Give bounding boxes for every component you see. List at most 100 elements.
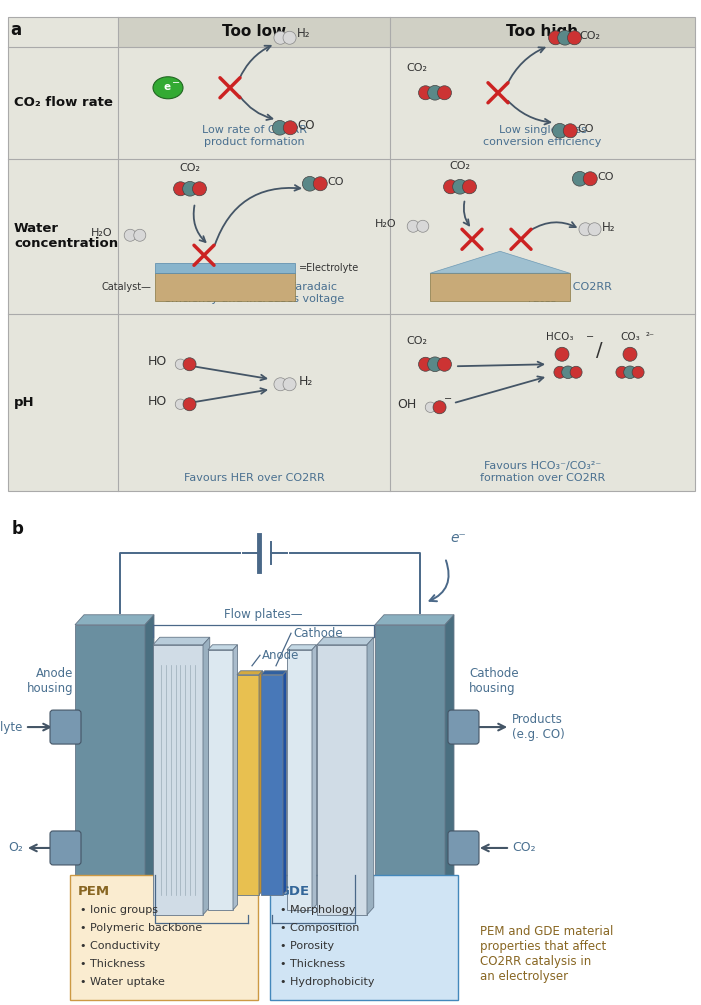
Bar <box>287 650 312 910</box>
Text: ²⁻: ²⁻ <box>646 333 655 343</box>
FancyBboxPatch shape <box>270 874 458 1000</box>
Bar <box>155 263 295 273</box>
Text: • Water uptake: • Water uptake <box>80 977 165 987</box>
Circle shape <box>274 31 287 44</box>
Text: HCO₃: HCO₃ <box>546 333 573 343</box>
Text: Too low: Too low <box>222 24 286 39</box>
Text: HO: HO <box>148 355 167 368</box>
Circle shape <box>274 378 287 391</box>
Circle shape <box>444 180 458 194</box>
FancyBboxPatch shape <box>70 874 258 1000</box>
Text: CO₂: CO₂ <box>512 841 536 854</box>
Text: e⁻: e⁻ <box>450 531 466 545</box>
Circle shape <box>623 348 637 361</box>
Text: −: − <box>444 394 452 404</box>
Text: CO₃: CO₃ <box>620 333 640 343</box>
Circle shape <box>563 124 577 138</box>
Text: CO₂: CO₂ <box>579 31 600 41</box>
Text: −: − <box>172 77 180 87</box>
Circle shape <box>313 177 327 191</box>
Polygon shape <box>445 615 454 935</box>
Text: OH: OH <box>397 398 417 411</box>
Circle shape <box>558 30 572 45</box>
Text: pH: pH <box>14 396 34 409</box>
Text: Products
(e.g. CO): Products (e.g. CO) <box>512 714 565 741</box>
Polygon shape <box>317 637 374 645</box>
Text: =Electrolyte: =Electrolyte <box>299 263 359 273</box>
Circle shape <box>632 366 644 378</box>
Circle shape <box>573 172 587 186</box>
Text: Flow plates—: Flow plates— <box>224 608 303 621</box>
Circle shape <box>407 220 419 232</box>
Circle shape <box>134 229 146 241</box>
Bar <box>237 674 259 894</box>
Circle shape <box>124 229 136 241</box>
Circle shape <box>579 223 592 236</box>
Text: e: e <box>164 81 171 91</box>
Text: CO: CO <box>597 172 613 182</box>
Circle shape <box>193 182 207 196</box>
Circle shape <box>437 85 451 99</box>
Text: • Polymeric backbone: • Polymeric backbone <box>80 923 203 933</box>
Bar <box>430 273 570 302</box>
Text: H₂: H₂ <box>602 221 615 234</box>
Bar <box>153 645 203 915</box>
Text: CO₂: CO₂ <box>449 161 470 171</box>
Circle shape <box>549 31 562 45</box>
Circle shape <box>175 359 186 370</box>
Text: −: − <box>586 333 594 343</box>
Polygon shape <box>233 645 238 910</box>
Text: Catalyst—: Catalyst— <box>101 282 151 292</box>
Circle shape <box>417 220 429 232</box>
Text: Low rate of CO2RR
product formation: Low rate of CO2RR product formation <box>201 126 306 147</box>
Circle shape <box>183 398 196 411</box>
Text: • Morphology: • Morphology <box>280 904 355 915</box>
Circle shape <box>433 401 446 414</box>
Text: CO: CO <box>577 124 594 134</box>
Text: CO₂: CO₂ <box>179 163 200 173</box>
FancyBboxPatch shape <box>448 831 479 865</box>
Text: Cathode
housing: Cathode housing <box>469 666 519 694</box>
Circle shape <box>175 399 186 409</box>
FancyBboxPatch shape <box>50 831 81 865</box>
Text: Anode
housing: Anode housing <box>27 666 73 694</box>
Circle shape <box>183 182 198 196</box>
Text: H₂O: H₂O <box>374 219 396 229</box>
Circle shape <box>583 172 597 186</box>
Polygon shape <box>430 251 570 273</box>
Circle shape <box>418 357 433 371</box>
Polygon shape <box>145 615 154 935</box>
FancyBboxPatch shape <box>448 711 479 744</box>
Text: HO: HO <box>148 395 167 408</box>
Bar <box>155 273 295 302</box>
Polygon shape <box>287 645 316 650</box>
Polygon shape <box>153 637 210 645</box>
Text: • Hydrophobicity: • Hydrophobicity <box>280 977 374 987</box>
Polygon shape <box>261 670 287 674</box>
Text: CO: CO <box>327 177 343 187</box>
Bar <box>118 17 695 47</box>
Text: a: a <box>10 21 21 39</box>
Circle shape <box>426 402 435 412</box>
Ellipse shape <box>153 76 183 98</box>
Bar <box>208 650 233 910</box>
Circle shape <box>555 348 569 361</box>
Text: PEM and GDE material
properties that affect
CO2RR catalysis in
an electrolyser: PEM and GDE material properties that aff… <box>480 925 613 983</box>
Text: H₂: H₂ <box>299 375 313 388</box>
Circle shape <box>562 366 574 379</box>
Bar <box>261 674 283 894</box>
Text: CO₂ flow rate: CO₂ flow rate <box>14 96 113 110</box>
Circle shape <box>302 177 317 191</box>
Text: Electrolyte: Electrolyte <box>0 721 23 734</box>
Text: Anode: Anode <box>262 649 299 661</box>
Circle shape <box>273 121 287 135</box>
Circle shape <box>437 357 451 371</box>
Text: Low single-pass
conversion efficiency: Low single-pass conversion efficiency <box>483 126 601 147</box>
Circle shape <box>463 180 477 194</box>
Text: • Thickness: • Thickness <box>80 959 145 969</box>
FancyBboxPatch shape <box>50 711 81 744</box>
Text: Favours HCO₃⁻/CO₃²⁻
formation over CO2RR: Favours HCO₃⁻/CO₃²⁻ formation over CO2RR <box>480 461 605 482</box>
Circle shape <box>453 180 468 194</box>
Text: Dehydration reduces faradaic
efficiency and increases voltage: Dehydration reduces faradaic efficiency … <box>164 282 344 304</box>
Circle shape <box>183 358 196 371</box>
